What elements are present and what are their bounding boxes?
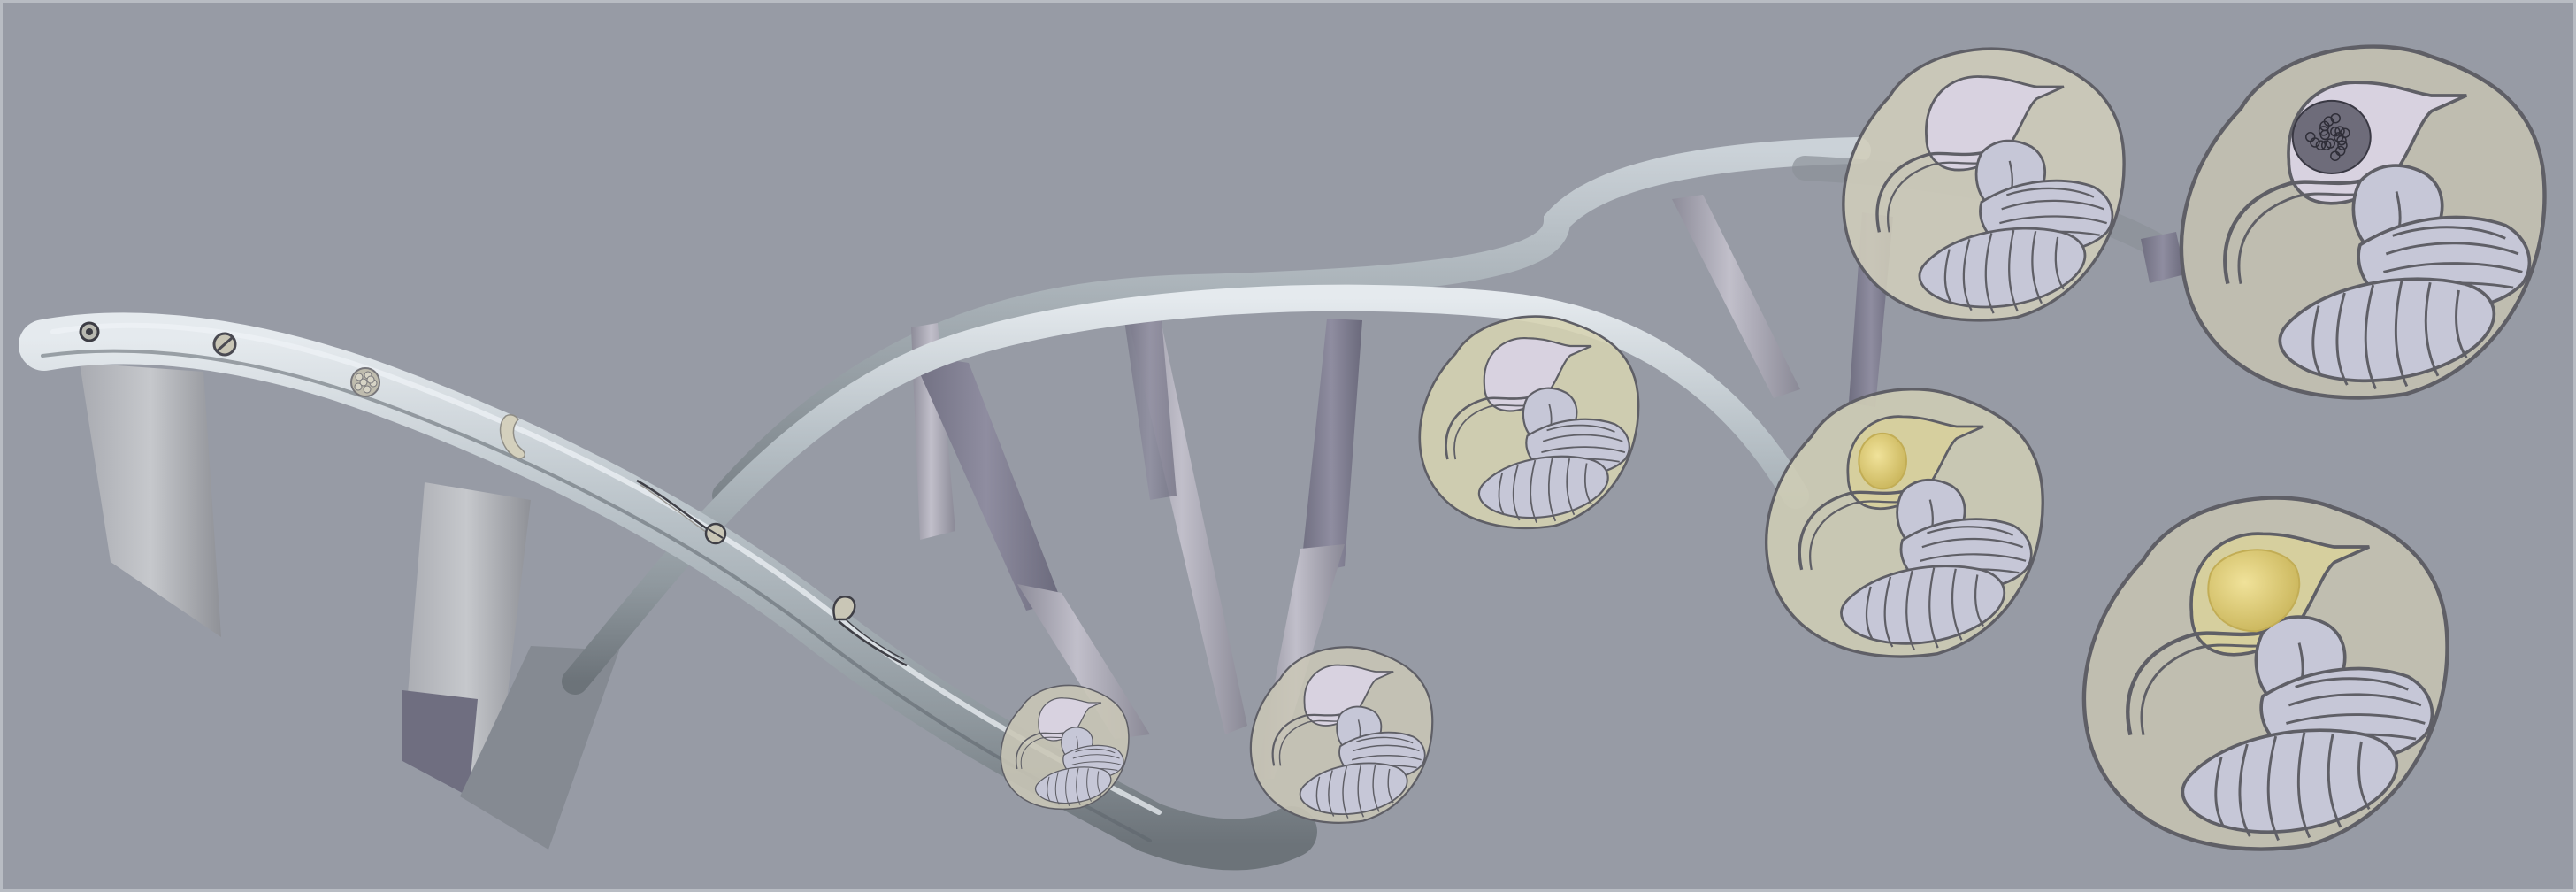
rung [1123, 308, 1177, 500]
front-strand-highlight [50, 322, 1162, 815]
front-strand-main [19, 312, 1317, 871]
embryo-stages [1000, 47, 2544, 850]
embryo-icon [2181, 47, 2545, 398]
morula-icon [350, 367, 380, 397]
rung [911, 354, 1062, 611]
tadpole-icon [636, 479, 727, 545]
blastula-icon [499, 414, 525, 459]
strand-plate [80, 363, 221, 637]
front-strand-upper [562, 284, 1809, 695]
zygote-icon [79, 321, 100, 342]
stage-icons [79, 321, 908, 667]
rung [1017, 584, 1150, 739]
front-strand-lower-edge [41, 349, 1152, 842]
rung [1300, 319, 1362, 575]
two-cell-icon [212, 332, 237, 357]
embryo-icon [2084, 498, 2448, 850]
strand-plate [460, 646, 619, 850]
larva-icon [832, 596, 908, 667]
embryo-icon [1764, 388, 2044, 658]
rung [402, 690, 478, 796]
helix-front-layer [19, 284, 1809, 871]
rung [1672, 195, 1800, 398]
rung [2141, 232, 2185, 283]
